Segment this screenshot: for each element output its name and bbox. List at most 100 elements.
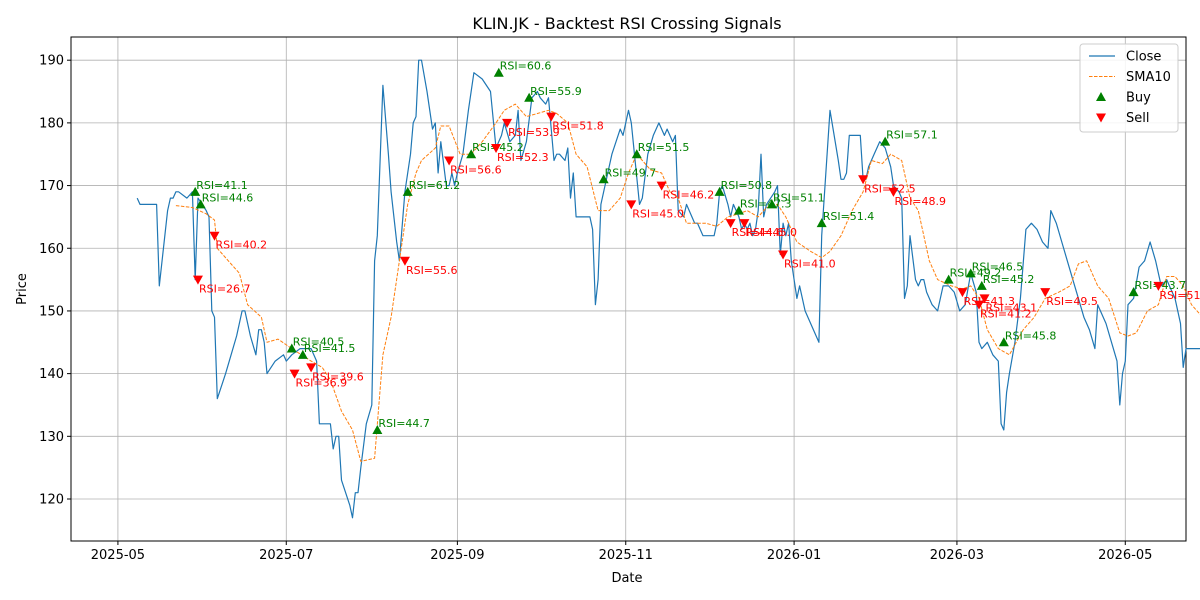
x-tick-label: 2025-09 [430, 548, 484, 563]
buy-marker [976, 280, 987, 290]
sell-rsi-label: RSI=49.5 [1046, 295, 1098, 308]
sell-marker [979, 294, 990, 304]
sell-marker [289, 369, 300, 379]
sell-rsi-label: RSI=52.3 [497, 151, 549, 164]
sell-marker [778, 250, 789, 260]
legend-label: Sell [1126, 111, 1149, 126]
plot-area: RSI=41.1RSI=44.6RSI=40.5RSI=41.5RSI=44.7… [136, 59, 1200, 519]
grid [71, 37, 1186, 541]
buy-marker [943, 274, 954, 284]
sell-rsi-label: RSI=55.6 [406, 264, 458, 277]
legend: Close SMA10 Buy Sell [1079, 43, 1179, 133]
x-axis: 2025-05 2025-07 2025-09 2025-11 2026-01 2026-… [91, 541, 1152, 563]
buy-rsi-label: RSI=47.3 [740, 198, 792, 211]
sell-rsi-label: RSI=53.9 [508, 126, 560, 139]
buy-marker [466, 149, 477, 159]
y-axis: 120 130 140 150 160 170 180 190 [39, 54, 71, 508]
plot-frame [70, 36, 1187, 542]
sma10-line [175, 103, 1200, 462]
legend-box [1079, 43, 1179, 133]
buy-rsi-label: RSI=51.4 [823, 210, 875, 223]
buy-marker [998, 337, 1009, 347]
buy-rsi-label: RSI=57.1 [886, 129, 938, 142]
buy-rsi-label: RSI=49.7 [605, 166, 657, 179]
y-tick-label: 130 [39, 430, 64, 445]
sell-rsi-label: RSI=43.1 [986, 301, 1038, 314]
y-tick-label: 140 [39, 367, 64, 382]
sell-rsi-label: RSI=39.6 [312, 370, 364, 383]
sell-marker [209, 231, 220, 241]
x-tick-label: 2025-07 [259, 548, 313, 563]
x-tick-label: 2025-11 [599, 548, 653, 563]
buy-marker [598, 174, 609, 184]
buy-rsi-label: RSI=41.1 [196, 179, 248, 192]
buy-rsi-label: RSI=45.8 [1005, 329, 1057, 342]
sell-marker [656, 181, 667, 191]
sell-marker [858, 175, 869, 185]
sell-marker [626, 200, 637, 210]
x-tick-label: 2026-03 [930, 548, 984, 563]
buy-marker [190, 186, 201, 196]
sell-rsi-label: RSI=56.6 [450, 163, 502, 176]
buy-rsi-label: RSI=55.9 [530, 85, 582, 98]
sell-rsi-label: RSI=48.9 [894, 195, 946, 208]
sell-rsi-label: RSI=51.8 [552, 120, 604, 133]
sell-rsi-label: RSI=46.2 [663, 189, 715, 202]
buy-rsi-label: RSI=51.1 [773, 191, 825, 204]
buy-marker [297, 349, 308, 359]
sell-marker [1040, 288, 1051, 298]
sell-rsi-label: RSI=26.7 [199, 283, 251, 296]
sell-marker [192, 275, 203, 285]
buy-marker [286, 343, 297, 353]
buy-marker [195, 199, 206, 209]
buy-rsi-label: RSI=60.6 [500, 60, 552, 73]
sell-rsi-label: RSI=41.0 [784, 258, 836, 271]
sell-rsi-label: RSI=44.6 [732, 226, 784, 239]
sell-marker [1153, 281, 1164, 291]
buy-marker [816, 218, 827, 228]
buy-marker [631, 149, 642, 159]
buy-marker [1128, 287, 1139, 297]
buy-rsi-label: RSI=49.2 [950, 267, 1002, 280]
x-tick-label: 2025-05 [91, 548, 145, 563]
buy-marker [524, 92, 535, 102]
y-axis-label: Price [15, 273, 30, 305]
buy-rsi-label: RSI=51.5 [638, 141, 690, 154]
sell-rsi-label: RSI=41.3 [963, 295, 1015, 308]
buy-rsi-label: RSI=41.5 [304, 342, 356, 355]
sell-marker [306, 363, 317, 373]
buy-rsi-label: RSI=40.5 [293, 336, 345, 349]
buy-marker [965, 268, 976, 278]
sell-marker [491, 143, 502, 153]
sell-rsi-label: RSI=45.0 [745, 226, 797, 239]
buy-marker [714, 186, 725, 196]
x-tick-label: 2026-01 [767, 548, 821, 563]
buy-rsi-label: RSI=44.6 [202, 191, 254, 204]
sell-marker [739, 219, 750, 229]
buy-marker [372, 425, 383, 435]
y-tick-label: 170 [39, 179, 64, 194]
y-tick-label: 190 [39, 54, 64, 69]
sell-marker [888, 187, 899, 197]
legend-label: Close [1126, 50, 1161, 65]
y-tick-label: 180 [39, 116, 64, 131]
legend-buy-swatch [1096, 92, 1106, 101]
sell-rsi-label: RSI=51.5 [1159, 289, 1200, 302]
sell-rsi-label: RSI=40.2 [216, 239, 268, 252]
buy-rsi-label: RSI=44.7 [378, 417, 430, 430]
sell-marker [444, 156, 455, 166]
y-tick-label: 150 [39, 304, 64, 319]
buy-rsi-label: RSI=50.8 [721, 179, 773, 192]
buy-marker [733, 205, 744, 215]
sell-marker [546, 112, 557, 122]
buy-marker [493, 67, 504, 77]
legend-sell-swatch [1096, 113, 1106, 123]
chart-title: KLIN.JK - Backtest RSI Crossing Signals [472, 14, 781, 33]
buy-marker [402, 186, 413, 196]
sell-rsi-label: RSI=41.2 [980, 308, 1032, 321]
close-line [136, 59, 1200, 519]
sell-rsi-label: RSI=45.0 [632, 207, 684, 220]
sell-marker [725, 219, 736, 229]
legend-label: Buy [1126, 91, 1151, 106]
